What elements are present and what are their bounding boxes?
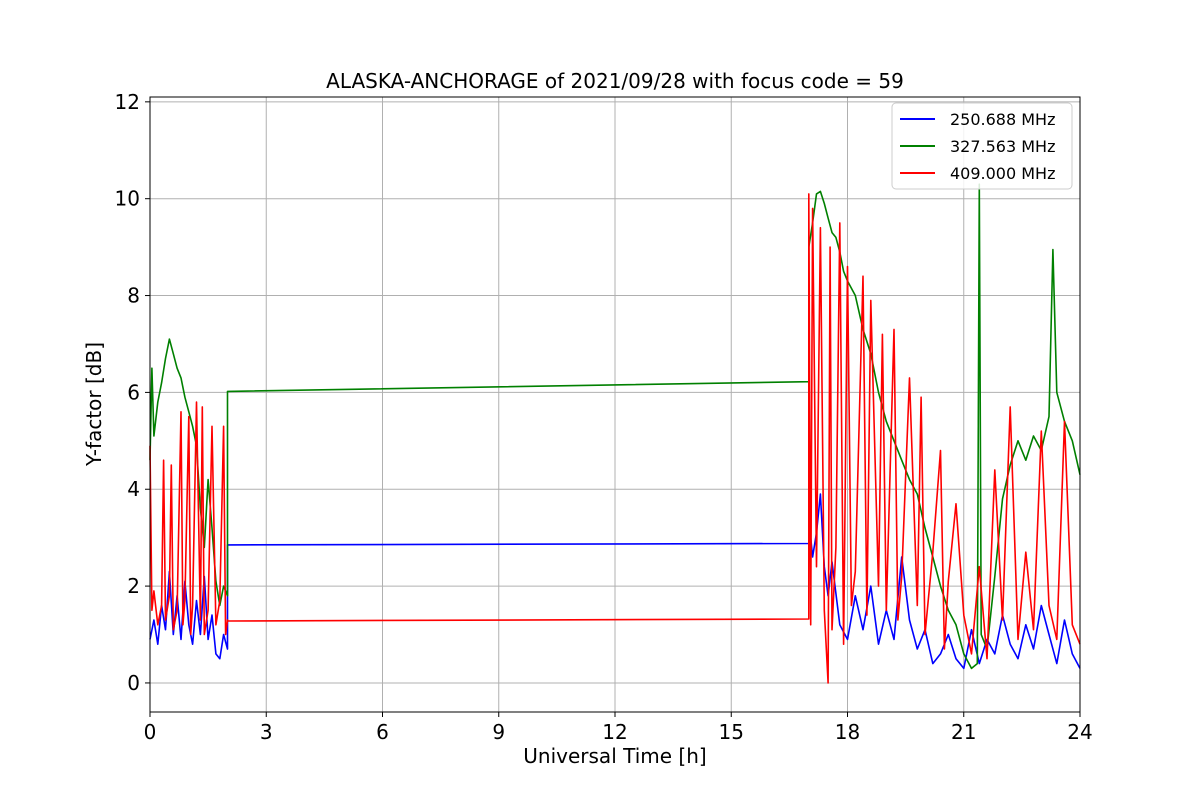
legend-box xyxy=(891,102,1073,190)
grid-lines xyxy=(149,97,1081,712)
y-tick-label: 10 xyxy=(115,187,140,211)
legend-entry: 250.688 MHz xyxy=(950,110,1055,129)
x-tick-label: 18 xyxy=(835,720,860,744)
y-tick-label: 4 xyxy=(127,477,140,501)
y-tick-label: 6 xyxy=(127,380,140,404)
legend: 250.688 MHz 327.563 MHz 409.000 MHz xyxy=(891,102,1073,190)
legend-entry: 409.000 MHz xyxy=(950,164,1055,183)
y-tick-label: 0 xyxy=(127,671,140,695)
series-layer xyxy=(149,183,1081,684)
x-tick-label: 6 xyxy=(376,720,389,744)
x-axis-label: Universal Time [h] xyxy=(523,744,706,768)
x-tick-label: 0 xyxy=(144,720,157,744)
y-tick-label: 8 xyxy=(127,284,140,308)
y-tick-label: 12 xyxy=(115,90,140,114)
x-tick-label: 24 xyxy=(1067,720,1092,744)
series-line-2 xyxy=(149,193,1081,684)
x-tick-label: 12 xyxy=(602,720,627,744)
series-line-1 xyxy=(149,183,1081,670)
legend-entry: 327.563 MHz xyxy=(950,137,1055,156)
x-tick-label: 9 xyxy=(492,720,505,744)
x-tick-label: 21 xyxy=(951,720,976,744)
x-tick-label: 15 xyxy=(719,720,744,744)
y-tick-label: 2 xyxy=(127,574,140,598)
y-axis-label: Y-factor [dB] xyxy=(82,342,106,467)
x-tick-label: 3 xyxy=(260,720,273,744)
chart-title: ALASKA-ANCHORAGE of 2021/09/28 with focu… xyxy=(326,69,904,93)
